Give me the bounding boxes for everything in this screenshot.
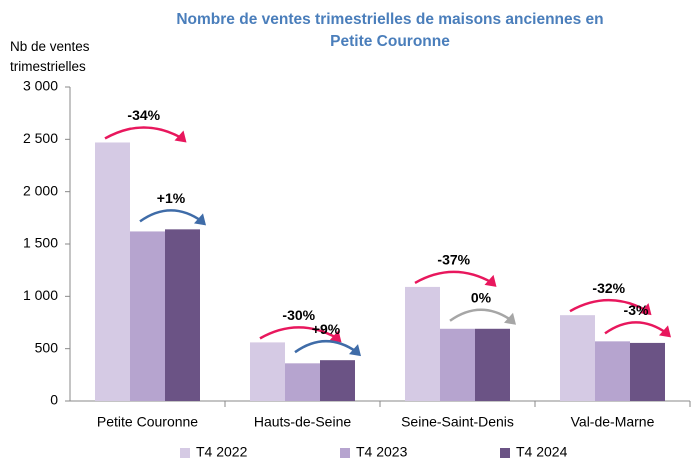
y-tick-label: 500: [35, 339, 59, 355]
change-arrow: [449, 308, 513, 322]
y-tick-label: 0: [50, 392, 58, 408]
change-label: -3%: [624, 302, 649, 318]
legend-swatch: [340, 448, 350, 458]
arrow-head: [194, 213, 206, 226]
y-tick-label: 2 000: [23, 182, 58, 198]
bar: [595, 341, 630, 401]
y-tick-label: 2 500: [23, 130, 58, 146]
change-label: -34%: [127, 107, 160, 123]
arrow-head: [504, 312, 516, 325]
arrow-head: [349, 344, 361, 357]
change-arrow: [104, 126, 184, 140]
y-tick-label: 3 000: [23, 78, 58, 94]
arrow-head: [484, 274, 497, 287]
change-arrow: [294, 340, 358, 354]
y-tick-label: 1 500: [23, 235, 58, 251]
y-tick-label: 1 000: [23, 287, 58, 303]
change-label: 0%: [471, 289, 492, 305]
bar: [475, 328, 510, 401]
x-tick-label: Seine-Saint-Denis: [401, 414, 514, 430]
legend-swatch: [180, 448, 190, 458]
change-arrow: [569, 298, 649, 313]
arrow-head: [174, 130, 187, 143]
bar: [320, 360, 355, 401]
chart-title: Nombre de ventes trimestrielles de maiso…: [176, 11, 604, 50]
arrow-head: [329, 330, 342, 343]
bar: [95, 142, 130, 401]
bar: [165, 229, 200, 401]
change-label: -32%: [592, 280, 625, 296]
x-tick-label: Val-de-Marne: [571, 414, 655, 430]
legend-label: T4 2022: [196, 444, 248, 460]
bar: [440, 328, 475, 401]
legend-label: T4 2023: [356, 444, 408, 460]
x-tick-label: Petite Couronne: [97, 414, 198, 430]
bar: [250, 342, 285, 401]
y-axis-label: Nb de ventes trimestrielles: [10, 39, 90, 74]
change-label: -37%: [437, 252, 470, 268]
change-arrow: [414, 270, 494, 285]
change-label: -30%: [282, 307, 315, 323]
legend-swatch: [500, 448, 510, 458]
bar: [630, 342, 665, 401]
change-label: +9%: [312, 321, 341, 337]
x-tick-label: Hauts-de-Seine: [254, 414, 351, 430]
change-arrow: [259, 326, 339, 340]
change-arrow: [604, 321, 668, 335]
arrow-head: [659, 325, 671, 338]
change-arrow: [139, 209, 203, 223]
legend-label: T4 2024: [516, 444, 568, 460]
arrow-head: [639, 303, 652, 316]
bar: [130, 231, 165, 401]
change-label: +1%: [157, 190, 186, 206]
bar: [405, 286, 440, 401]
bar: [560, 315, 595, 401]
bar: [285, 363, 320, 401]
